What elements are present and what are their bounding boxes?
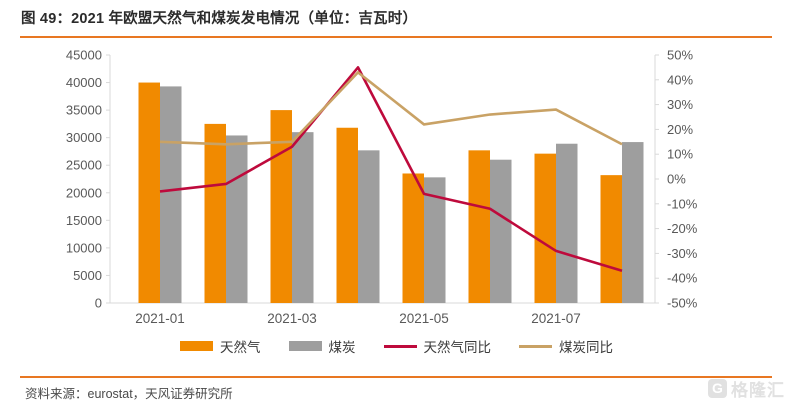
svg-text:20%: 20%	[667, 122, 693, 137]
svg-text:0: 0	[95, 296, 102, 311]
gelonghui-watermark: G 格隆汇	[708, 376, 785, 401]
svg-text:-30%: -30%	[667, 246, 698, 261]
legend-label: 煤炭同比	[559, 340, 613, 355]
title-divider	[20, 36, 772, 38]
legend-label: 天然气	[220, 340, 261, 355]
legend-label: 天然气同比	[423, 340, 492, 355]
gas-yoy-line-swatch	[383, 344, 417, 348]
legend-item-gas: 天然气	[180, 336, 261, 356]
svg-text:50%: 50%	[667, 48, 693, 63]
svg-text:30%: 30%	[667, 97, 693, 112]
svg-text:10%: 10%	[667, 147, 693, 162]
svg-text:2021-05: 2021-05	[399, 311, 449, 326]
data-source: 资料来源：eurostat，天风证券研究所	[25, 387, 233, 401]
svg-text:-50%: -50%	[667, 296, 698, 311]
gas-bar-swatch	[180, 341, 213, 351]
svg-text:15000: 15000	[66, 213, 102, 228]
svg-text:20000: 20000	[66, 185, 102, 200]
footer-divider	[20, 376, 772, 378]
svg-text:2021-01: 2021-01	[135, 311, 185, 326]
svg-text:40000: 40000	[66, 75, 102, 90]
svg-text:2021-03: 2021-03	[267, 311, 317, 326]
gelonghui-logo-text: 格隆汇	[731, 381, 785, 400]
chart-area: 0 5000 10000 15000 20000 25000 30000 35000 40000…	[0, 44, 793, 336]
gelonghui-logo-icon: G	[708, 379, 727, 398]
svg-text:-40%: -40%	[667, 271, 698, 286]
svg-text:-10%: -10%	[667, 196, 698, 211]
legend-item-gas-yoy: 天然气同比	[383, 336, 492, 356]
combo-chart-canvas: 0 5000 10000 15000 20000 25000 30000 35000 40000…	[66, 48, 698, 327]
svg-text:30000: 30000	[66, 130, 102, 145]
svg-text:25000: 25000	[66, 158, 102, 173]
coal-yoy-line-swatch	[519, 344, 552, 348]
coal-bar-swatch	[288, 341, 322, 351]
legend-label: 煤炭	[328, 340, 356, 355]
svg-text:-20%: -20%	[667, 221, 698, 236]
svg-text:5000: 5000	[73, 268, 102, 283]
chart-legend: 天然气 煤炭 天然气同比 煤炭同比	[0, 336, 793, 356]
legend-item-coal-yoy: 煤炭同比	[519, 336, 613, 356]
svg-text:2021-07: 2021-07	[531, 311, 581, 326]
legend-item-coal: 煤炭	[288, 336, 356, 356]
svg-text:35000: 35000	[66, 103, 102, 118]
figure-title: 图 49：2021 年欧盟天然气和煤炭发电情况（单位：吉瓦时）	[21, 11, 418, 27]
svg-text:0%: 0%	[667, 172, 686, 187]
svg-text:10000: 10000	[66, 240, 102, 255]
svg-text:40%: 40%	[667, 72, 693, 87]
svg-text:45000: 45000	[66, 48, 102, 63]
